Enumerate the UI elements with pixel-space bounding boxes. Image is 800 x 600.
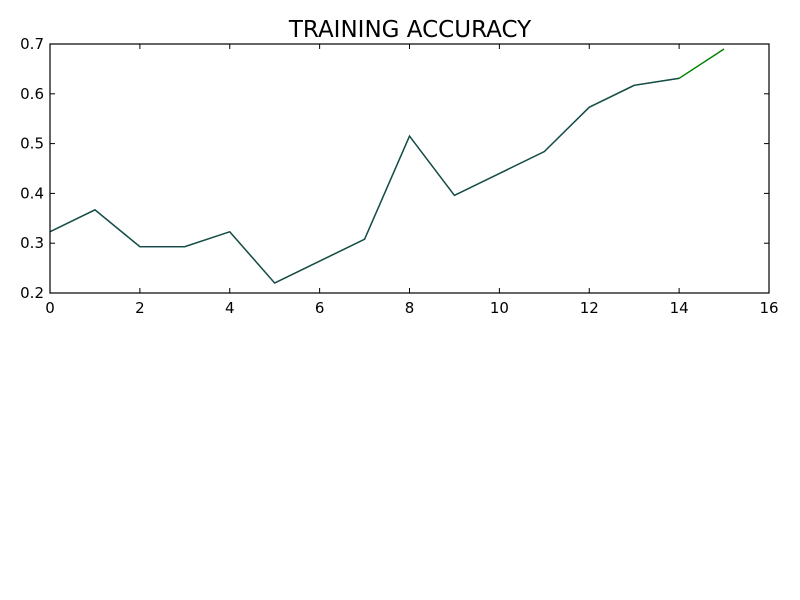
y-tick-label: 0.4 [20, 184, 44, 202]
x-tick-label: 6 [315, 299, 325, 317]
y-tick-label: 0.2 [20, 284, 44, 302]
x-tick-label: 4 [225, 299, 235, 317]
chart-title: TRAINING ACCURACY [288, 17, 532, 43]
y-tick-label: 0.7 [20, 35, 44, 53]
series-line-1 [49, 48, 725, 284]
y-tick-label: 0.6 [20, 85, 44, 103]
series-line-2 [49, 77, 680, 284]
x-tick-label: 14 [670, 299, 689, 317]
y-tick-label: 0.3 [20, 234, 44, 252]
x-tick-label: 0 [45, 299, 55, 317]
x-tick-label: 12 [580, 299, 599, 317]
x-tick-label: 8 [405, 299, 415, 317]
y-tick-label: 0.5 [20, 135, 44, 153]
x-tick-label: 10 [490, 299, 509, 317]
x-tick-label: 2 [135, 299, 145, 317]
plot-area: 0 2 4 6 8 10 12 14 16 0.2 0.3 0.4 0.5 0.6 0.7 [20, 35, 778, 317]
x-tick-label: 16 [759, 299, 778, 317]
